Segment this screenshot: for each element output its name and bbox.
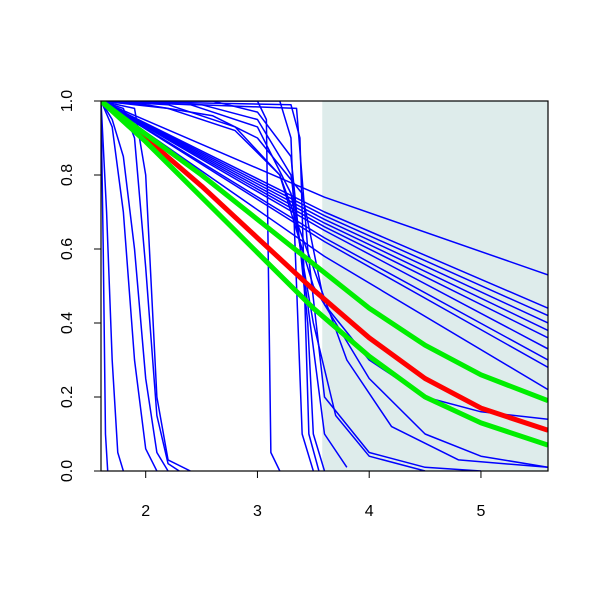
axes-layer: 2 3 4 5 0.0 0.2 0.4 0.6 0.8 1.0 bbox=[59, 90, 549, 520]
x-tick-label: 2 bbox=[141, 503, 150, 520]
curve bbox=[101, 101, 548, 317]
y-tick-label: 1.0 bbox=[59, 90, 76, 112]
curve bbox=[101, 101, 548, 361]
curve bbox=[101, 101, 548, 391]
curve bbox=[101, 101, 548, 332]
curve bbox=[101, 101, 125, 471]
curve bbox=[101, 101, 326, 471]
curve bbox=[101, 101, 548, 404]
curve bbox=[101, 101, 426, 471]
curve bbox=[101, 101, 548, 309]
y-tick-label: 0.8 bbox=[59, 164, 76, 186]
curve bbox=[101, 101, 548, 276]
shade-layer bbox=[322, 101, 548, 471]
x-tick-label: 4 bbox=[365, 503, 374, 520]
curve bbox=[101, 101, 481, 471]
curve bbox=[101, 101, 320, 471]
y-tick-label: 0.6 bbox=[59, 238, 76, 260]
lines-layer bbox=[101, 101, 548, 471]
x-tick-label: 3 bbox=[253, 503, 262, 520]
curve bbox=[101, 101, 109, 471]
curve bbox=[101, 101, 548, 339]
y-tick-label: 0.4 bbox=[59, 312, 76, 334]
x-tick-label: 5 bbox=[476, 503, 485, 520]
y-tick-label: 0.0 bbox=[59, 460, 76, 482]
curve bbox=[101, 101, 158, 471]
shaded-region bbox=[322, 101, 548, 471]
curve bbox=[101, 101, 548, 433]
curve bbox=[101, 101, 180, 471]
curve bbox=[101, 101, 548, 350]
curve bbox=[101, 101, 548, 369]
curve bbox=[101, 101, 169, 471]
y-tick-label: 0.2 bbox=[59, 386, 76, 408]
plot-box bbox=[100, 100, 549, 472]
curve bbox=[101, 101, 548, 448]
curve bbox=[101, 101, 548, 324]
curve bbox=[101, 101, 548, 469]
curve bbox=[101, 101, 191, 471]
